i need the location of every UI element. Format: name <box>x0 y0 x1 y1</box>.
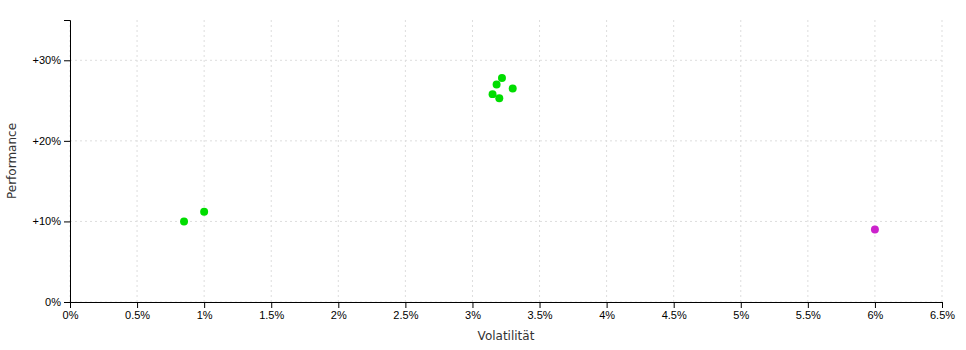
x-tick-mark <box>540 302 541 308</box>
x-tick: 0.5% <box>125 302 150 321</box>
x-tick-label: 4.5% <box>662 309 687 321</box>
point <box>509 84 517 92</box>
y-tick: 0% <box>45 296 70 308</box>
x-tick: 2.5% <box>393 302 418 321</box>
series <box>180 74 517 225</box>
y-tick-label: +10% <box>33 215 62 227</box>
x-tick-label: 2% <box>331 309 347 321</box>
point <box>493 80 501 88</box>
x-axis: 0% 0.5% 1% 1.5% 2% 2.5% 3% 3.5% 4% 4.5% 5% 5.5% 6% 6.… <box>63 302 956 321</box>
x-tick: 6% <box>867 302 883 321</box>
x-tick-mark <box>808 302 809 308</box>
x-tick: 5.5% <box>796 302 821 321</box>
y-axis: 0% +10% +20% +30% <box>33 21 71 309</box>
x-tick: 1.5% <box>259 302 284 321</box>
y-tick-mark <box>64 60 70 61</box>
grid-line-x <box>137 20 138 302</box>
grid-line-x <box>673 20 674 302</box>
x-tick-mark <box>204 302 205 308</box>
x-tick-mark <box>942 302 943 308</box>
x-tick-mark <box>472 302 473 308</box>
grid-line-x <box>740 20 741 302</box>
grid-line-x <box>606 20 607 302</box>
x-tick: 3.5% <box>527 302 552 321</box>
x-tick-mark <box>405 302 406 308</box>
grid-line-y <box>70 140 942 141</box>
x-tick-label: 6% <box>867 309 883 321</box>
point <box>495 94 503 102</box>
y-tick: +30% <box>33 54 70 66</box>
points <box>180 74 879 233</box>
point <box>498 74 506 82</box>
grid-line-x <box>204 20 205 302</box>
y-tick: +10% <box>33 215 70 227</box>
chart: 0% 0.5% 1% 1.5% 2% 2.5% 3% 3.5% 4% 4.5% 5% 5.5% 6% 6.… <box>0 0 966 350</box>
grid-line-x <box>539 20 540 302</box>
x-tick-label: 0.5% <box>125 309 150 321</box>
grid-line-y <box>70 221 942 222</box>
x-tick: 4.5% <box>662 302 687 321</box>
series <box>871 225 879 233</box>
x-tick-mark <box>338 302 339 308</box>
y-axis-line <box>64 21 71 303</box>
grid <box>70 20 942 302</box>
x-tick-label: 0% <box>63 309 79 321</box>
x-tick-mark <box>875 302 876 308</box>
grid-line-x <box>338 20 339 302</box>
x-tick: 5% <box>733 302 749 321</box>
point <box>200 208 208 216</box>
x-axis-line <box>71 303 943 309</box>
grid-line-x <box>874 20 875 302</box>
x-tick-label: 2.5% <box>393 309 418 321</box>
plot: 0% 0.5% 1% 1.5% 2% 2.5% 3% 3.5% 4% 4.5% 5% 5.5% 6% 6.… <box>33 20 956 321</box>
y-tick-mark <box>64 302 70 303</box>
point <box>489 90 497 98</box>
grid-line-x <box>807 20 808 302</box>
x-tick-mark <box>271 302 272 308</box>
x-tick-label: 5.5% <box>796 309 821 321</box>
grid-line-x <box>472 20 473 302</box>
x-tick: 4% <box>599 302 615 321</box>
grid-line-x <box>271 20 272 302</box>
point <box>180 217 188 225</box>
x-tick-label: 5% <box>733 309 749 321</box>
x-tick-label: 1.5% <box>259 309 284 321</box>
x-tick-mark <box>607 302 608 308</box>
y-axis-title: Performance <box>5 123 19 199</box>
y-tick-mark <box>64 141 70 142</box>
grid-line-x <box>405 20 406 302</box>
grid-line-y <box>70 60 942 61</box>
x-tick: 6.5% <box>930 302 955 321</box>
x-tick-mark <box>741 302 742 308</box>
y-tick-mark <box>64 221 70 222</box>
y-tick-label: +30% <box>33 54 62 66</box>
x-tick-label: 3% <box>465 309 481 321</box>
y-tick: +20% <box>33 135 70 147</box>
x-tick: 0% <box>63 302 79 321</box>
x-tick-label: 4% <box>599 309 615 321</box>
x-tick-label: 3.5% <box>527 309 552 321</box>
x-tick-label: 1% <box>197 309 213 321</box>
point <box>871 225 879 233</box>
x-axis-title: Volatilität <box>478 329 535 343</box>
x-tick-mark <box>674 302 675 308</box>
x-tick-label: 6.5% <box>930 309 955 321</box>
grid-line-x <box>942 20 943 302</box>
y-tick-label: +20% <box>33 135 62 147</box>
y-tick-label: 0% <box>45 296 61 308</box>
x-tick-mark <box>137 302 138 308</box>
x-tick: 1% <box>197 302 213 321</box>
x-tick: 2% <box>331 302 347 321</box>
x-tick: 3% <box>465 302 481 321</box>
